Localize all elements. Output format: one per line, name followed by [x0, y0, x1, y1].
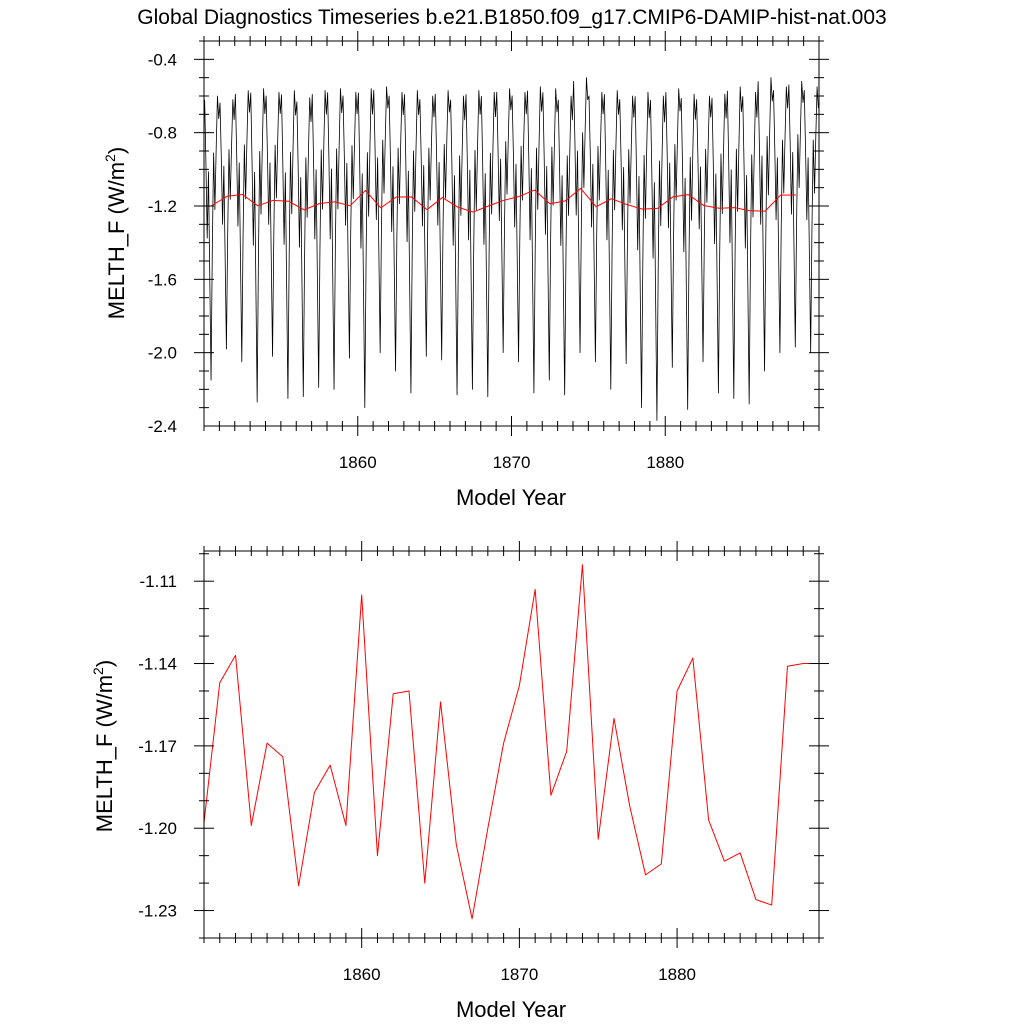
x-tick-label: 1860 [343, 965, 381, 984]
plot-frame-bottom [203, 550, 820, 939]
x-tick-label: 1860 [339, 453, 377, 472]
y-tick-label: -1.6 [148, 270, 177, 289]
x-tick-label: 1870 [493, 453, 531, 472]
x-axis-label-bottom: Model Year [456, 997, 566, 1022]
plot-area-top: 1860 1870 1880 -0.4 -0.8 -1.2 -1.6 -2.0 -2.4 [148, 31, 829, 472]
y-tick-label: -1.23 [138, 902, 177, 921]
panel-top: 1860 1870 1880 -0.4 -0.8 -1.2 -1.6 -2.0 -2.4 Mod… [102, 31, 829, 510]
monthly-series-line-p0 [204, 77, 819, 421]
plot-frame-top [203, 40, 820, 427]
annual-mean-series-line-p1 [203, 564, 819, 920]
y-tick-label: -1.20 [138, 819, 177, 838]
x-tick-label: 1870 [500, 965, 538, 984]
y-tick-label: -2.4 [148, 417, 177, 436]
x-axis-label-top: Model Year [456, 485, 566, 510]
annual-mean-series-line-p0 [211, 187, 796, 213]
chart-title: Global Diagnostics Timeseries b.e21.B185… [137, 6, 886, 29]
y-tick-label: -1.2 [148, 197, 177, 216]
y-tick-label: -0.8 [148, 124, 177, 143]
x-tick-label: 1880 [646, 453, 684, 472]
y-tick-label: -1.17 [138, 737, 177, 756]
y-axis-label-top: MELTH_F (W/m2) [102, 147, 129, 319]
panel-bottom: 1860 1870 1880 -1.11 -1.14 -1.17 -1.20 -1.23 Mo… [90, 541, 829, 1022]
y-axis-label-bottom: MELTH_F (W/m2) [90, 660, 117, 832]
y-tick-label: -0.4 [148, 50, 177, 69]
x-tick-label: 1880 [658, 965, 696, 984]
y-tick-label: -2.0 [148, 344, 177, 363]
y-tick-label: -1.14 [138, 655, 177, 674]
plot-area-bottom: 1860 1870 1880 -1.11 -1.14 -1.17 -1.20 -1.23 [138, 541, 829, 984]
y-tick-label: -1.11 [140, 572, 178, 591]
